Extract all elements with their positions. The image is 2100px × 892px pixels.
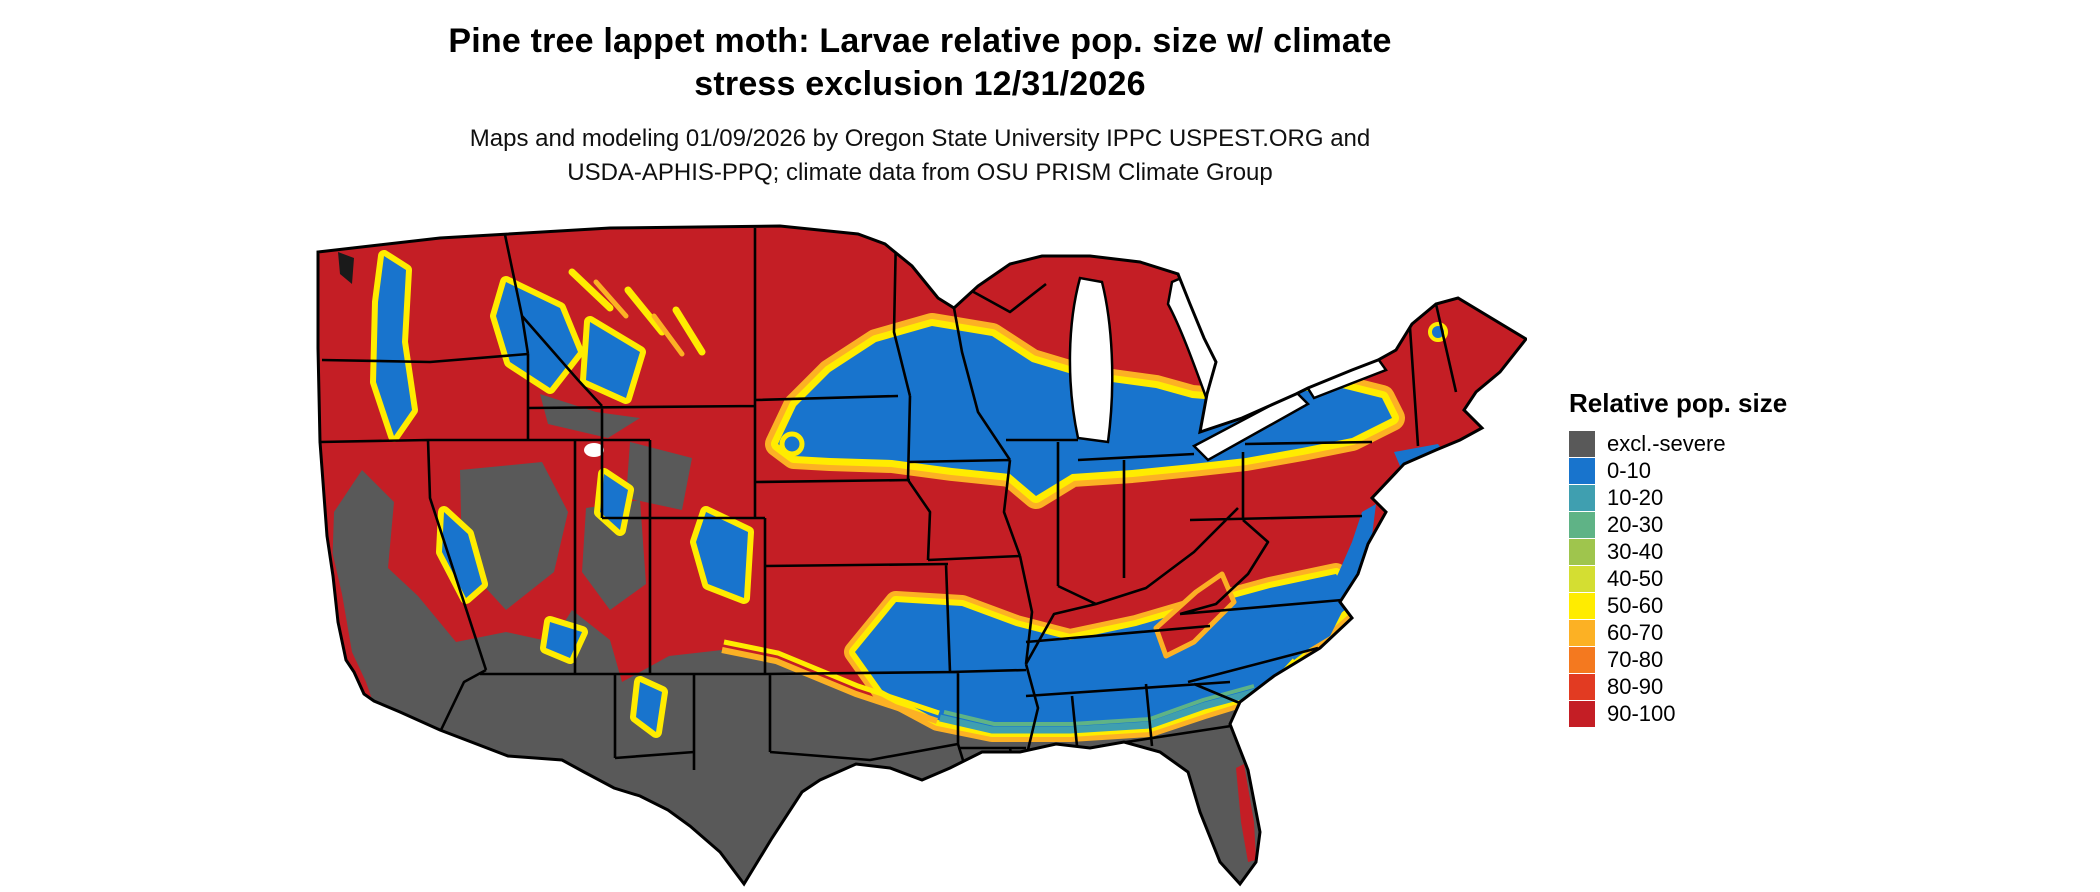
- us-outline: [316, 224, 1527, 887]
- page-subtitle: Maps and modeling 01/09/2026 by Oregon S…: [0, 122, 1840, 190]
- legend: Relative pop. size excl.-severe 0-10 10-…: [1569, 388, 1787, 728]
- region-excluded-utah: [582, 500, 646, 610]
- legend-item-label: 0-10: [1607, 458, 1652, 483]
- fringe-teal-midsouth: [939, 688, 1257, 734]
- legend-swatch: [1569, 701, 1595, 727]
- legend-item-label: excl.-severe: [1607, 431, 1726, 456]
- legend-swatch: [1569, 647, 1595, 673]
- legend-item-label: 50-60: [1607, 593, 1664, 618]
- legend-item: excl.-severe: [1569, 431, 1787, 457]
- map-container: [310, 212, 1527, 892]
- subtitle-line-2: USDA-APHIS-PPQ; climate data from OSU PR…: [567, 159, 1273, 186]
- region-0-10-atlantic-coast: [1284, 504, 1376, 660]
- legend-item-label: 10-20: [1607, 485, 1664, 510]
- legend-item: 70-80: [1569, 647, 1787, 673]
- legend-swatch: [1569, 593, 1595, 619]
- legend-items: excl.-severe 0-10 10-20 20-30 30-40 40-5…: [1569, 431, 1787, 727]
- fringe-yellow-montana: [568, 268, 706, 356]
- legend-swatch: [1569, 512, 1595, 538]
- region-0-10-long-island: [1394, 444, 1446, 466]
- region-mountain-patches: [370, 250, 1448, 738]
- legend-item-label: 20-30: [1607, 512, 1664, 537]
- legend-item: 40-50: [1569, 566, 1787, 592]
- legend-swatch: [1569, 620, 1595, 646]
- legend-swatch: [1569, 566, 1595, 592]
- region-excluded-wyoming-basin: [626, 442, 692, 510]
- region-90-100-florida-coast: [1236, 764, 1256, 862]
- region-90-100-appalachians: [1153, 571, 1237, 659]
- legend-item: 30-40: [1569, 539, 1787, 565]
- lake-michigan: [1068, 276, 1114, 444]
- fringe-orange-montana: [593, 279, 685, 357]
- region-90-100-florida-keys: [1174, 872, 1224, 884]
- title-line-1: Pine tree lappet moth: Larvae relative p…: [448, 22, 1392, 60]
- legend-item-label: 40-50: [1607, 566, 1664, 591]
- great-salt-lake: [584, 443, 604, 457]
- legend-swatch: [1569, 539, 1595, 565]
- legend-item-label: 80-90: [1607, 674, 1664, 699]
- legend-item: 0-10: [1569, 458, 1787, 484]
- legend-item: 90-100: [1569, 701, 1787, 727]
- legend-item: 10-20: [1569, 485, 1787, 511]
- subtitle-line-1: Maps and modeling 01/09/2026 by Oregon S…: [469, 125, 1371, 152]
- legend-item: 50-60: [1569, 593, 1787, 619]
- map-layers: [318, 226, 1526, 884]
- legend-swatch: [1569, 458, 1595, 484]
- region-excluded-nevada: [460, 462, 568, 610]
- region-0-10-mountains: [376, 256, 748, 732]
- fringe-green-midsouth: [943, 684, 1255, 726]
- legend-swatch: [1569, 431, 1595, 457]
- title-line-2: stress exclusion 12/31/2026: [694, 65, 1146, 103]
- legend-item-label: 70-80: [1607, 647, 1664, 672]
- legend-item-label: 90-100: [1607, 701, 1676, 726]
- legend-item: 60-70: [1569, 620, 1787, 646]
- legend-item: 20-30: [1569, 512, 1787, 538]
- region-90-100-california-coast: [324, 542, 372, 699]
- puget-sound: [338, 252, 354, 284]
- fringe-yellow-oklahoma: [723, 639, 940, 716]
- state-borders: [319, 228, 1458, 773]
- fringe-orange-oklahoma: [721, 647, 938, 724]
- legend-item-label: 30-40: [1607, 539, 1664, 564]
- region-excluded-snake-plain: [540, 394, 640, 438]
- region-0-10-black-hills: [779, 431, 805, 457]
- legend-swatch: [1569, 485, 1595, 511]
- legend-item-label: 60-70: [1607, 620, 1664, 645]
- us-map: [316, 224, 1527, 887]
- legend-title: Relative pop. size: [1569, 388, 1788, 418]
- legend-swatch: [1569, 674, 1595, 700]
- page-title: Pine tree lappet moth: Larvae relative p…: [0, 20, 1840, 106]
- legend-item: 80-90: [1569, 674, 1787, 700]
